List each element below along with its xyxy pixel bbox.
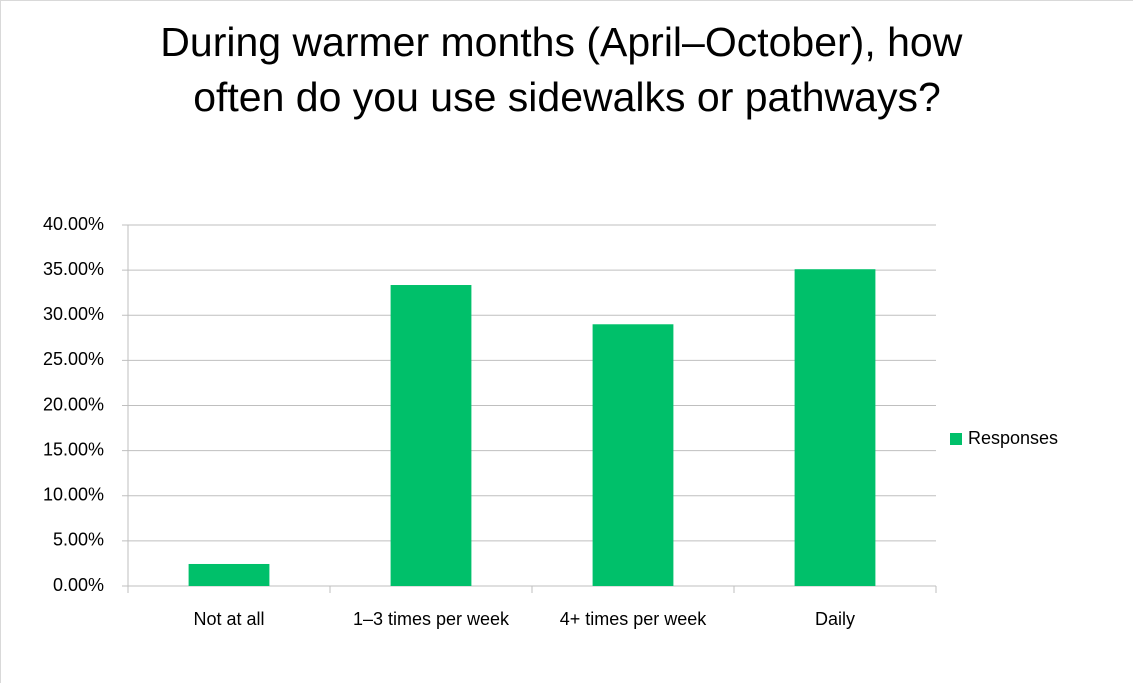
chart-title: During warmer months (April–October), ho… [160,19,973,120]
bar [390,285,472,586]
x-tick-label: Not at all [193,609,264,629]
legend-label: Responses [968,428,1058,448]
y-tick-label: 30.00% [43,304,104,324]
y-tick-label: 5.00% [53,530,104,550]
y-tick-label: 25.00% [43,349,104,369]
y-tick-label: 35.00% [43,259,104,279]
x-tick-label: 1–3 times per week [353,609,510,629]
bar [188,563,270,586]
y-tick-label: 0.00% [53,575,104,595]
y-tick-label: 15.00% [43,439,104,459]
y-tick-label: 40.00% [43,214,104,234]
x-tick-label: 4+ times per week [560,609,708,629]
y-tick-label: 10.00% [43,485,104,505]
bar [592,324,674,586]
y-tick-label: 20.00% [43,394,104,414]
legend-swatch [950,433,962,445]
x-tick-label: Daily [815,609,855,629]
bar [794,269,876,586]
